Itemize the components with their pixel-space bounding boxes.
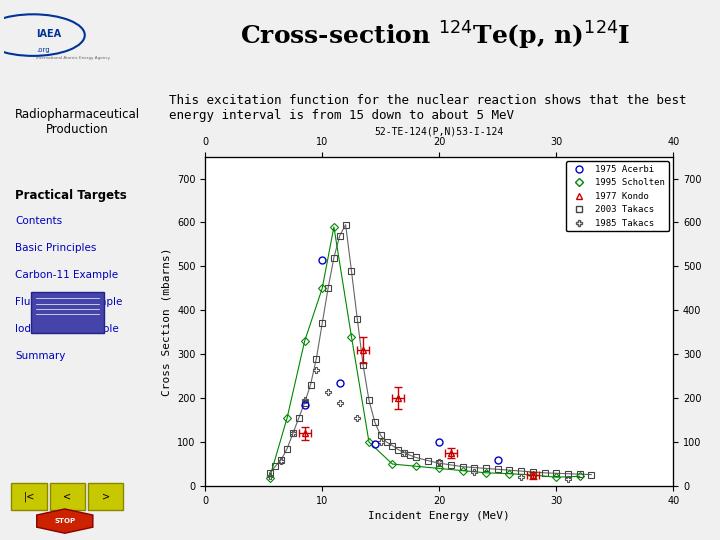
Text: >: > bbox=[102, 492, 109, 502]
FancyBboxPatch shape bbox=[88, 483, 124, 510]
Text: Fluorine-18 example: Fluorine-18 example bbox=[16, 297, 123, 307]
Text: |<: |< bbox=[24, 491, 35, 502]
Text: .org: .org bbox=[36, 47, 50, 53]
Text: Radiopharmaceutical
Production: Radiopharmaceutical Production bbox=[15, 108, 140, 136]
Text: IAEA: IAEA bbox=[36, 29, 61, 39]
Text: Practical Targets: Practical Targets bbox=[16, 189, 127, 202]
Title: 52-TE-124(P,N)53-I-124: 52-TE-124(P,N)53-I-124 bbox=[374, 126, 504, 136]
X-axis label: Incident Energy (MeV): Incident Energy (MeV) bbox=[369, 511, 510, 521]
FancyBboxPatch shape bbox=[12, 483, 47, 510]
FancyBboxPatch shape bbox=[32, 292, 104, 333]
Text: Basic Principles: Basic Principles bbox=[16, 243, 97, 253]
Text: <: < bbox=[63, 492, 71, 502]
Text: Summary: Summary bbox=[16, 351, 66, 361]
Legend: 1975 Acerbi, 1995 Scholten, 1977 Kondo, 2003 Takacs, 1985 Takacs: 1975 Acerbi, 1995 Scholten, 1977 Kondo, … bbox=[567, 161, 669, 232]
Y-axis label: Cross Section (mbarns): Cross Section (mbarns) bbox=[161, 247, 171, 395]
Text: Iodine-124 example: Iodine-124 example bbox=[16, 324, 120, 334]
Text: Contents: Contents bbox=[16, 216, 63, 226]
Text: Carbon-11 Example: Carbon-11 Example bbox=[16, 270, 119, 280]
Text: Cross-section $^{124}$Te(p, n)$^{124}$I: Cross-section $^{124}$Te(p, n)$^{124}$I bbox=[240, 19, 631, 52]
Text: STOP: STOP bbox=[54, 518, 76, 524]
Text: International Atomic Energy Agency: International Atomic Energy Agency bbox=[36, 56, 110, 60]
Text: This excitation function for the nuclear reaction shows that the best
energy int: This excitation function for the nuclear… bbox=[169, 94, 687, 123]
FancyBboxPatch shape bbox=[50, 483, 85, 510]
